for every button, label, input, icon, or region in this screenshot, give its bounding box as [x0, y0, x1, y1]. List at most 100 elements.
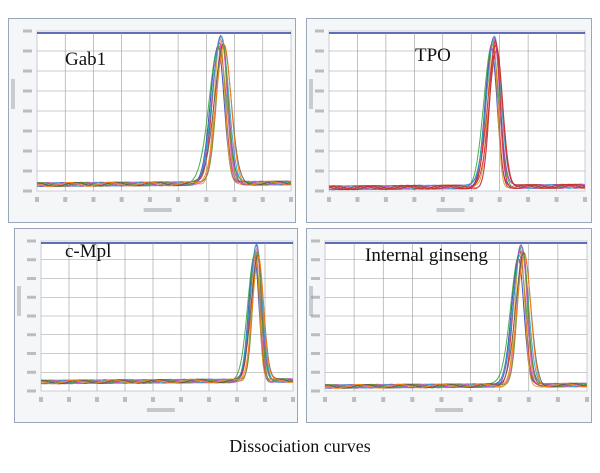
gene-label-internal-ginseng: Internal ginseng: [365, 245, 488, 266]
y-tick-mark: [27, 239, 36, 243]
y-axis-title-mark: [309, 79, 313, 109]
x-tick-mark: [291, 397, 295, 402]
x-tick-mark: [412, 197, 417, 202]
x-tick-mark: [67, 397, 71, 402]
x-tick-mark: [554, 197, 559, 202]
dissociation-curve: [36, 43, 292, 187]
x-tick-mark: [583, 197, 587, 202]
x-tick-mark: [526, 397, 531, 402]
x-tick-mark: [91, 197, 96, 202]
x-tick-mark: [95, 397, 99, 402]
x-tick-mark: [497, 397, 502, 402]
y-axis-title-mark: [17, 286, 21, 316]
y-tick-mark: [311, 314, 320, 318]
y-tick-mark: [311, 277, 320, 280]
x-tick-mark: [147, 197, 152, 202]
y-tick-mark: [23, 189, 32, 193]
x-tick-mark: [232, 197, 237, 202]
dissociation-curve: [324, 251, 588, 389]
x-tick-mark: [289, 197, 293, 202]
y-tick-mark: [315, 149, 324, 153]
panel-gab1: Gab1: [8, 18, 296, 223]
curve-group: [36, 34, 292, 187]
chart-c-mpl: [17, 239, 295, 412]
chart-gab1: [11, 29, 293, 212]
y-tick-mark: [315, 129, 324, 133]
plot-area: [309, 29, 587, 212]
x-tick-mark: [555, 397, 560, 402]
x-tick-mark: [204, 197, 209, 202]
y-tick-mark: [315, 69, 324, 73]
dissociation-curve: [40, 242, 294, 385]
panel-tpo: TPO: [306, 18, 592, 223]
y-tick-mark: [23, 69, 32, 73]
y-tick-mark: [311, 333, 320, 337]
y-tick-mark: [311, 295, 320, 299]
plot-area: [309, 239, 589, 412]
y-tick-mark: [315, 49, 324, 53]
y-tick-mark: [23, 169, 32, 173]
y-tick-mark: [315, 189, 324, 193]
y-tick-mark: [23, 49, 32, 53]
gene-label-gab1: Gab1: [65, 49, 107, 70]
x-tick-mark: [323, 397, 327, 402]
y-tick-mark: [311, 239, 320, 243]
y-tick-mark: [23, 29, 32, 33]
y-tick-mark: [27, 389, 36, 393]
x-tick-mark: [207, 397, 211, 402]
x-tick-mark: [352, 397, 357, 402]
curve-group: [40, 242, 294, 385]
x-tick-mark: [179, 397, 183, 402]
chart-tpo: [309, 29, 587, 212]
y-tick-mark: [23, 89, 32, 93]
x-tick-mark: [526, 197, 531, 202]
x-tick-mark: [381, 397, 386, 402]
figure-caption: Dissociation curves: [229, 436, 371, 456]
x-tick-mark: [176, 197, 181, 202]
dissociation-curve: [328, 44, 586, 191]
y-tick-mark: [315, 89, 324, 93]
dissociation-curve: [36, 43, 292, 187]
y-tick-mark: [27, 258, 36, 262]
x-tick-mark: [468, 397, 473, 402]
y-tick-mark: [311, 389, 320, 393]
curve-group: [324, 244, 588, 389]
x-tick-mark: [35, 197, 39, 202]
x-tick-mark: [260, 197, 265, 202]
x-tick-mark: [151, 397, 155, 402]
y-tick-mark: [315, 109, 324, 113]
x-tick-mark: [439, 397, 444, 402]
x-tick-mark: [263, 397, 267, 402]
y-tick-mark: [27, 370, 36, 374]
x-axis-title-mark: [435, 408, 464, 412]
curve-group: [328, 35, 586, 191]
y-tick-mark: [23, 129, 32, 133]
x-tick-mark: [585, 397, 589, 402]
panel-c-mpl: c-Mpl: [14, 228, 298, 423]
x-tick-mark: [355, 197, 360, 202]
x-tick-mark: [383, 197, 388, 202]
y-axis-title-mark: [11, 79, 15, 109]
x-tick-mark: [440, 197, 445, 202]
panel-internal-ginseng: Internal ginseng: [306, 228, 592, 423]
x-axis-title-mark: [436, 208, 465, 212]
y-tick-mark: [27, 352, 36, 355]
y-axis-title-mark: [309, 286, 313, 316]
y-tick-mark: [23, 149, 32, 153]
x-tick-mark: [63, 197, 68, 202]
y-tick-mark: [27, 277, 36, 280]
x-tick-mark: [327, 197, 331, 202]
plot-area: [17, 239, 295, 412]
y-tick-mark: [23, 109, 32, 113]
x-tick-mark: [39, 397, 43, 402]
plot-area: [11, 29, 293, 212]
x-tick-mark: [497, 197, 502, 202]
y-tick-mark: [27, 295, 36, 299]
y-tick-mark: [311, 352, 320, 355]
y-tick-mark: [311, 370, 320, 374]
dissociation-curve: [40, 255, 294, 385]
x-tick-mark: [469, 197, 474, 202]
chart-internal-ginseng: [309, 239, 589, 412]
x-axis-title-mark: [146, 408, 175, 412]
x-tick-mark: [410, 397, 415, 402]
